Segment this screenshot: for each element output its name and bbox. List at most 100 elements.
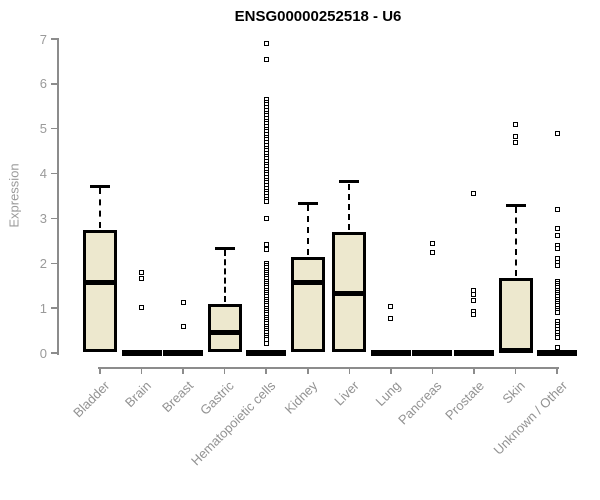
whisker-high <box>514 207 517 276</box>
y-tick-label: 1 <box>39 300 47 316</box>
chart-title: ENSG00000252518 - U6 <box>234 8 402 25</box>
whisker-high <box>348 183 351 230</box>
x-category-label: Brain <box>122 378 155 411</box>
outlier-point <box>471 292 477 298</box>
y-tick <box>51 352 57 354</box>
outlier-point <box>263 340 269 346</box>
outlier-point <box>139 304 145 310</box>
x-category-label: Liver <box>331 378 362 409</box>
x-category-label: Prostate <box>441 378 487 423</box>
outlier-point <box>263 241 269 247</box>
y-axis-line <box>57 38 59 355</box>
outlier-point <box>554 263 560 269</box>
x-tick <box>431 367 434 374</box>
outlier-point <box>139 269 145 275</box>
outlier-point <box>554 310 560 316</box>
y-tick-label: 6 <box>39 76 47 92</box>
outlier-point <box>263 215 269 221</box>
x-tick <box>348 367 351 374</box>
median-10 <box>498 347 533 353</box>
outlier-point <box>554 344 560 350</box>
x-category-label: Breast <box>158 378 196 416</box>
outlier-point <box>139 275 145 281</box>
x-category-label: Gastric <box>197 378 238 418</box>
outlier-point <box>554 245 560 251</box>
outlier-point <box>554 334 560 340</box>
outlier-point <box>263 40 269 46</box>
x-category-label: Kidney <box>281 378 321 417</box>
x-tick <box>265 367 267 374</box>
box-collapsed-7 <box>370 350 411 356</box>
x-axis-line <box>98 367 560 369</box>
x-category-label: Pancreas <box>395 378 446 428</box>
box-3 <box>207 303 242 352</box>
box-10 <box>498 277 533 353</box>
box-0 <box>83 229 117 353</box>
x-category-label: Lung <box>372 378 404 410</box>
box-collapsed-2 <box>163 350 204 356</box>
outlier-point <box>429 249 435 255</box>
x-tick <box>473 367 475 374</box>
outlier-point <box>263 198 269 204</box>
x-tick <box>182 367 184 374</box>
outlier-point <box>471 297 477 303</box>
y-tick-label: 7 <box>39 31 47 47</box>
whisker-cap-high <box>297 201 318 205</box>
x-tick <box>556 367 558 374</box>
box-collapsed-9 <box>453 350 494 356</box>
y-tick-label: 4 <box>39 166 47 182</box>
x-tick <box>307 367 309 374</box>
x-tick <box>390 367 392 374</box>
median-5 <box>290 280 325 286</box>
outlier-point <box>180 300 186 306</box>
y-tick-label: 3 <box>39 210 47 226</box>
y-tick-label: 2 <box>39 255 47 271</box>
y-tick <box>51 307 57 309</box>
outlier-point <box>554 206 560 212</box>
x-category-label: Bladder <box>70 378 113 421</box>
x-tick <box>99 367 101 374</box>
whisker-cap-high <box>339 180 360 184</box>
y-tick <box>51 172 57 175</box>
x-category-label: Skin <box>499 378 529 407</box>
box-collapsed-4 <box>246 350 287 356</box>
outlier-point <box>513 134 518 140</box>
outlier-point <box>429 240 435 246</box>
outlier-point <box>513 139 518 145</box>
outlier-point <box>263 56 269 62</box>
outlier-point <box>388 304 394 310</box>
whisker-cap-high <box>505 203 526 207</box>
median-0 <box>83 280 117 286</box>
outlier-point <box>471 191 477 197</box>
y-tick <box>51 38 57 40</box>
x-category-label: Unknown / Other <box>490 378 570 458</box>
whisker-cap-high <box>90 184 110 188</box>
whisker-high <box>223 250 226 302</box>
outlier-point <box>554 225 560 231</box>
outlier-point <box>180 323 186 329</box>
box-collapsed-8 <box>412 350 453 356</box>
whisker-high <box>99 188 101 228</box>
x-tick <box>140 367 143 374</box>
box-collapsed-1 <box>121 350 162 356</box>
median-6 <box>332 290 367 296</box>
outlier-point <box>388 315 394 321</box>
y-tick <box>51 127 57 130</box>
whisker-cap-high <box>214 246 235 250</box>
outlier-point <box>554 232 560 238</box>
x-tick <box>514 367 517 374</box>
median-3 <box>207 329 242 335</box>
y-tick <box>51 262 57 265</box>
outlier-point <box>471 312 477 318</box>
outlier-point <box>554 130 560 136</box>
y-tick-label: 0 <box>39 345 47 361</box>
whisker-high <box>306 205 309 255</box>
box-5 <box>290 257 325 353</box>
x-tick <box>223 367 226 374</box>
box-collapsed-11 <box>537 350 578 356</box>
outlier-point <box>513 121 518 127</box>
y-tick <box>51 217 57 220</box>
y-tick-label: 5 <box>39 121 47 137</box>
